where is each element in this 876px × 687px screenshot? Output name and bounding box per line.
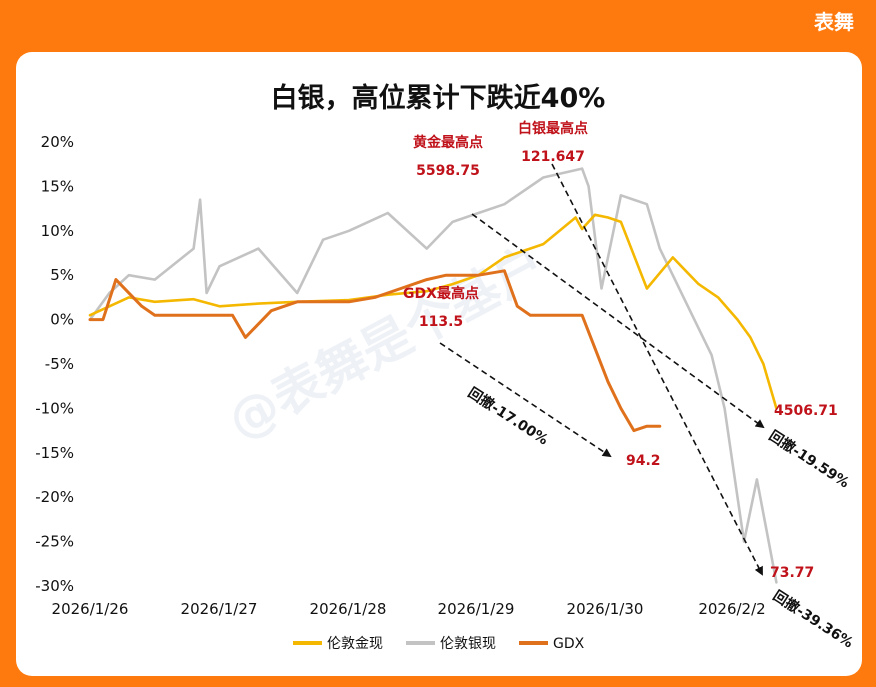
x-tick-label: 2026/1/26	[52, 600, 129, 618]
gold-peak-value: 5598.75	[416, 163, 480, 179]
gdx-drawdown-label: 回撤-17.00%	[465, 384, 552, 448]
gold-peak-label: 黄金最高点	[413, 134, 483, 151]
gold-drawdown-label: 回撤-19.59%	[766, 427, 853, 491]
y-tick-label: 0%	[50, 311, 74, 329]
x-tick-label: 2026/1/28	[310, 600, 387, 618]
silver-drawdown-label: 回撤-39.36%	[770, 587, 857, 651]
y-tick-label: -5%	[45, 355, 74, 373]
brand-logo: 表舞	[814, 10, 854, 34]
y-tick-label: 5%	[50, 266, 74, 284]
silver-peak-value: 121.647	[521, 149, 585, 165]
y-tick-label: -30%	[35, 577, 74, 595]
silver-end-value: 73.77	[770, 565, 814, 581]
chart-card	[16, 52, 862, 676]
legend: 伦敦金现 伦敦银现 GDX	[293, 636, 585, 652]
y-tick-label: -15%	[35, 444, 74, 462]
x-axis-ticks: 2026/1/26 2026/1/27 2026/1/28 2026/1/29 2026…	[52, 600, 766, 618]
legend-label-gold: 伦敦金现	[327, 636, 383, 652]
gold-drawdown-arrow	[471, 213, 765, 429]
silver-series-line	[88, 167, 778, 584]
y-tick-label: -20%	[35, 488, 74, 506]
silver-drawdown-arrow	[551, 163, 763, 576]
gdx-drawdown-arrow	[439, 342, 612, 458]
x-tick-label: 2026/1/29	[438, 600, 515, 618]
legend-label-gdx: GDX	[553, 636, 585, 652]
gdx-peak-label: GDX最高点	[403, 285, 479, 302]
legend-label-silver: 伦敦银现	[440, 636, 496, 652]
gdx-peak-value: 113.5	[419, 314, 463, 330]
x-tick-label: 2026/1/27	[181, 600, 258, 618]
silver-peak-label: 白银最高点	[518, 120, 588, 137]
series-layer	[88, 167, 778, 584]
gold-end-value: 4506.71	[774, 403, 838, 419]
y-tick-label: -25%	[35, 533, 74, 551]
gold-series-line	[88, 213, 778, 410]
y-tick-label: 10%	[41, 222, 74, 240]
y-tick-label: 20%	[41, 133, 74, 151]
x-tick-label: 2026/1/30	[567, 600, 644, 618]
y-axis-ticks: 20% 15% 10% 5% 0% -5% -10% -15% -20% -25% -30%	[35, 133, 74, 595]
gdx-end-value: 94.2	[626, 453, 661, 469]
chart-title: 白银，高位累计下跌近40%	[271, 82, 606, 114]
y-tick-label: -10%	[35, 399, 74, 417]
x-tick-label: 2026/2/2	[698, 600, 765, 618]
gdx-series-line	[88, 269, 662, 433]
y-tick-label: 15%	[41, 177, 74, 195]
